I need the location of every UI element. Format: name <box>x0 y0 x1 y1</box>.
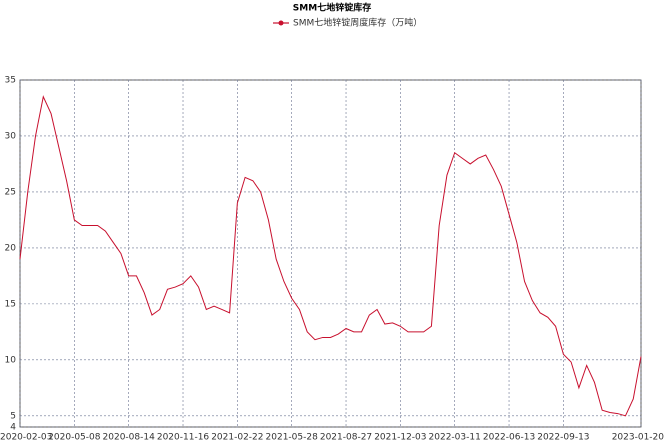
legend-label: SMM七地锌锭周度库存（万吨） <box>293 17 422 29</box>
series-line <box>19 95 642 417</box>
y-tick-label: 25 <box>5 187 16 197</box>
x-tick-label: 2022-06-13 <box>483 433 535 443</box>
y-tick-label: 20 <box>5 243 17 253</box>
plot-frame <box>19 79 642 428</box>
y-tick-label: 30 <box>5 131 17 141</box>
x-tick-label: 2021-12-03 <box>374 433 426 443</box>
legend-marker <box>278 20 284 26</box>
x-tick-label: 2020-08-14 <box>103 433 156 443</box>
x-tick-label: 2022-03-11 <box>429 433 481 443</box>
chart-title: SMM七地锌锭库存 <box>293 2 371 14</box>
x-tick-label: 2020-11-16 <box>157 433 210 443</box>
x-tick-label: 2023-01-20 <box>612 433 664 443</box>
y-tick-label: 5 <box>10 411 16 421</box>
y-tick-label: 15 <box>5 299 16 309</box>
x-tick-label: 2022-09-13 <box>537 433 589 443</box>
y-tick-label: 4 <box>10 423 16 433</box>
x-tick-label: 2021-05-28 <box>266 433 319 443</box>
x-tick-label: 2020-02-03 <box>0 433 52 443</box>
x-tick-label: 2021-02-22 <box>211 433 263 443</box>
y-tick-label: 35 <box>5 76 16 86</box>
x-tick-label: 2020-05-08 <box>48 433 101 443</box>
x-tick-label: 2021-08-27 <box>320 433 372 443</box>
y-tick-label: 10 <box>5 355 17 365</box>
